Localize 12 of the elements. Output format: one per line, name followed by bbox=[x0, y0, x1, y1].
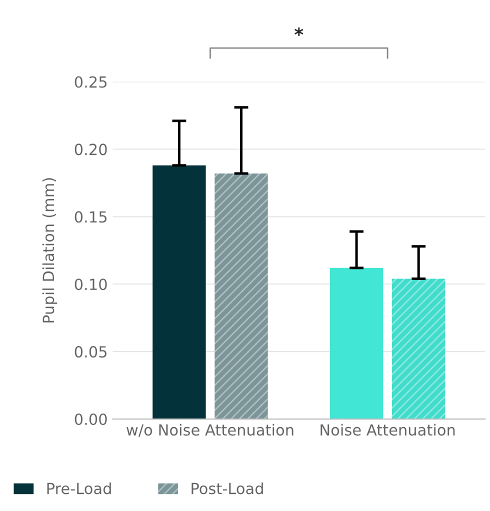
text: * bbox=[294, 28, 304, 36]
y-tick-label: 0.20 bbox=[74, 144, 107, 156]
y-tick-label: 0.10 bbox=[74, 278, 107, 290]
x-tick-label: w/o Noise Attenuation bbox=[126, 424, 294, 437]
y-tick-label: 0.05 bbox=[74, 346, 107, 358]
y-tick-label: 0.25 bbox=[74, 76, 107, 88]
x-tick-label: Noise Attenuation bbox=[320, 424, 455, 436]
y-tick-label: 0.00 bbox=[74, 413, 107, 426]
y-axis-title: Pupil Dilation (mm) bbox=[42, 178, 58, 322]
legend-label: Pre-Load bbox=[47, 482, 111, 494]
legend-label: Post-Load bbox=[192, 482, 263, 494]
y-tick-label: 0.15 bbox=[74, 211, 107, 223]
